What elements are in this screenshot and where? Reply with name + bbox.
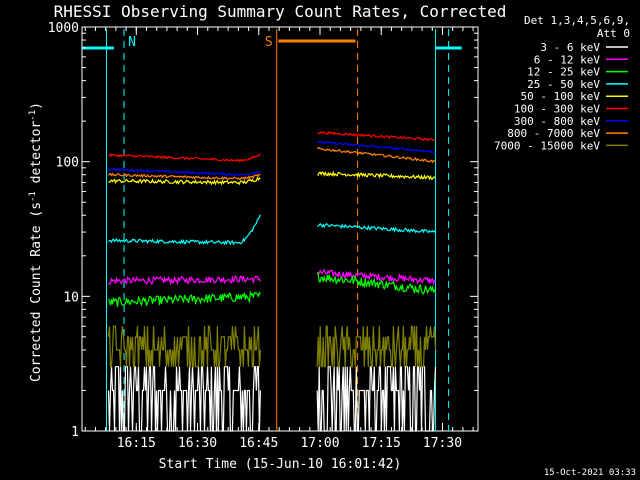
series-line-800-7000-kev bbox=[316, 146, 436, 164]
series-line-50-100-kev bbox=[108, 176, 261, 186]
series-line-7000-15000-kev bbox=[316, 325, 437, 368]
series-line-7000-15000-kev bbox=[107, 325, 261, 368]
legend-label: 100 - 300 keV bbox=[514, 103, 600, 116]
plot-frame bbox=[81, 26, 479, 432]
legend-label: 300 - 800 keV bbox=[514, 115, 600, 128]
x-tick-label: 17:15 bbox=[362, 436, 401, 451]
legend-label: 12 - 25 keV bbox=[527, 66, 600, 79]
series-line-50-100-kev bbox=[317, 170, 436, 181]
chart-title: RHESSI Observing Summary Count Rates, Co… bbox=[54, 2, 507, 21]
legend-label: 25 - 50 keV bbox=[527, 78, 600, 91]
marker-label-s: S bbox=[265, 35, 273, 50]
series-line-12-25-kev bbox=[107, 290, 261, 307]
x-tick-label: 16:15 bbox=[117, 436, 156, 451]
legend-label: 800 - 7000 keV bbox=[507, 127, 600, 140]
series-line-800-7000-kev bbox=[108, 172, 261, 181]
series-line-3-6-kev bbox=[107, 366, 261, 432]
y-tick-label: 1000 bbox=[48, 21, 79, 36]
series-line-100-300-kev bbox=[317, 130, 436, 142]
series-line-25-50-kev bbox=[316, 222, 437, 234]
axis-ticks: 1 10 100 1000 16:15 16:30 16:45 17:00 17:15 17:30 bbox=[48, 21, 478, 451]
legend-label: 3 - 6 keV bbox=[540, 41, 600, 54]
marker-label-n: N bbox=[128, 35, 136, 50]
x-tick-label: 17:30 bbox=[423, 436, 462, 451]
y-axis-label: Corrected Count Rate (s-1 detector-1) bbox=[28, 102, 44, 382]
series-line-300-800-kev bbox=[107, 167, 261, 177]
x-tick-label: 17:00 bbox=[300, 436, 339, 451]
legend-label: 50 - 100 keV bbox=[521, 90, 601, 103]
series-line-12-25-kev bbox=[316, 271, 437, 295]
series-line-100-300-kev bbox=[108, 152, 261, 163]
y-tick-label: 1 bbox=[71, 425, 79, 440]
series-line-25-50-kev bbox=[108, 214, 261, 246]
x-axis-label: Start Time (15-Jun-10 16:01:42) bbox=[159, 457, 402, 472]
series-line-3-6-kev bbox=[316, 366, 437, 432]
series-line-6-12-kev bbox=[108, 275, 261, 286]
legend-header-line2: Att 0 bbox=[597, 27, 630, 40]
series-line-300-800-kev bbox=[317, 140, 436, 154]
legend-header-line1: Det 1,3,4,5,6,9, bbox=[524, 14, 630, 27]
legend-label: 6 - 12 keV bbox=[534, 53, 601, 66]
x-tick-label: 16:45 bbox=[239, 436, 278, 451]
y-tick-label: 10 bbox=[63, 290, 79, 305]
series-line-6-12-kev bbox=[316, 268, 436, 286]
x-tick-label: 16:30 bbox=[178, 436, 217, 451]
timestamp: 15-Oct-2021 03:33 bbox=[544, 468, 636, 478]
y-tick-label: 100 bbox=[56, 156, 79, 171]
legend-label: 7000 - 15000 keV bbox=[494, 139, 600, 152]
